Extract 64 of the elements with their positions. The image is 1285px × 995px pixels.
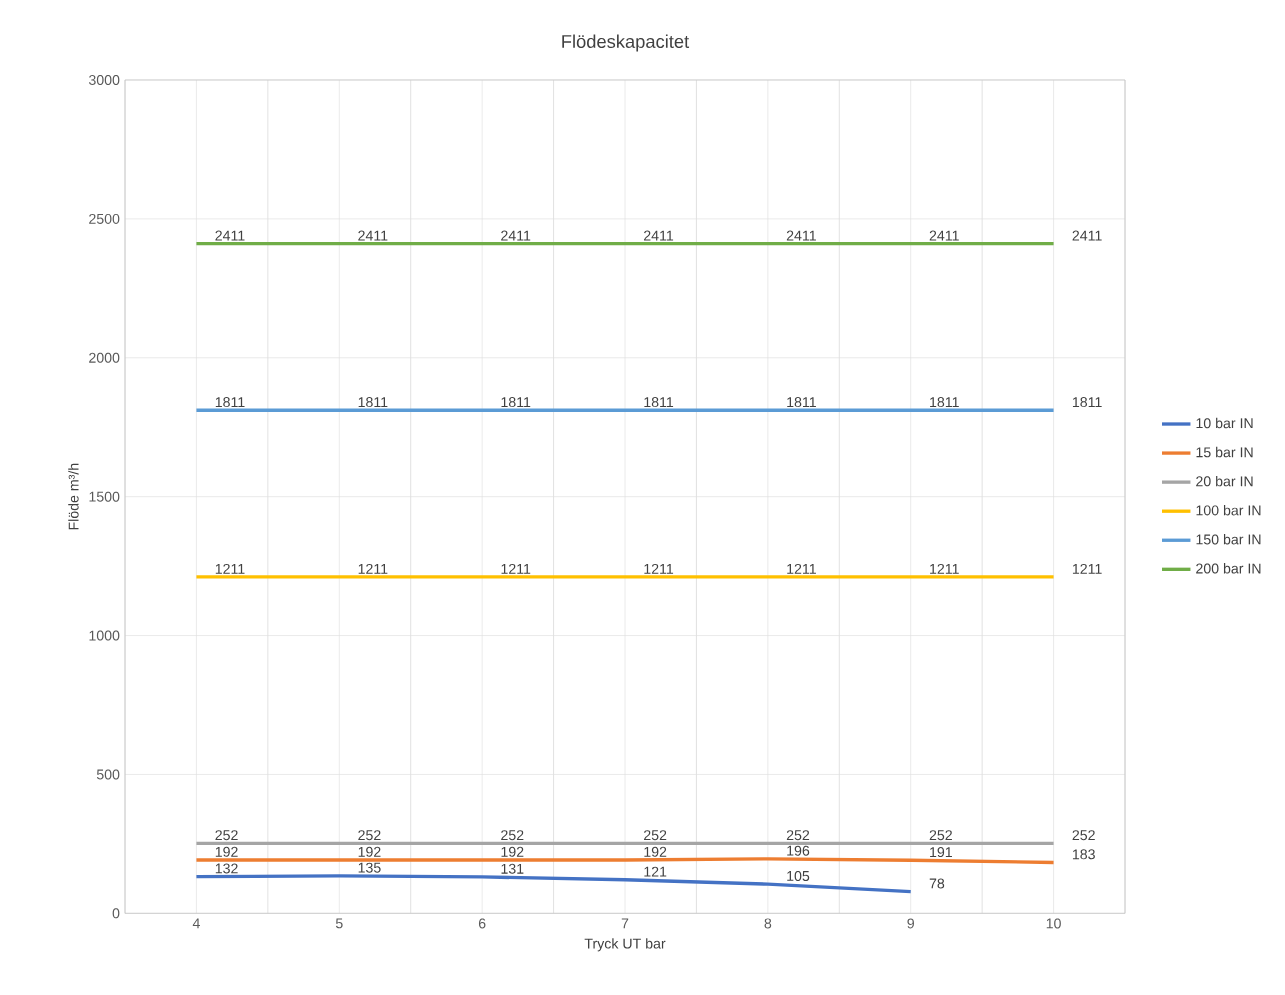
data-label: 252: [929, 830, 952, 841]
data-label: 2411: [786, 230, 816, 241]
data-label: 1811: [358, 397, 388, 408]
data-label: 1211: [644, 563, 674, 574]
legend-label: 15 bar IN: [1196, 446, 1253, 458]
data-label: 1811: [1072, 397, 1102, 408]
x-tick-label: 4: [192, 918, 200, 929]
y-tick-label: 2000: [89, 352, 120, 363]
data-label: 1211: [501, 563, 531, 574]
y-tick-label: 1500: [89, 491, 120, 502]
y-tick-label: 500: [96, 769, 120, 780]
y-tick-label: 3000: [88, 74, 120, 85]
data-label: 1811: [930, 397, 959, 408]
legend-label: 150 bar IN: [1196, 534, 1261, 545]
data-label: 1811: [501, 397, 531, 408]
y-tick-label: 2500: [89, 213, 120, 224]
data-label: 1811: [644, 397, 674, 408]
data-label: 192: [215, 846, 238, 857]
data-label: 252: [786, 830, 810, 841]
data-label: 2411: [215, 230, 245, 241]
data-label: 2411: [1072, 230, 1102, 241]
data-label: 78: [929, 878, 945, 889]
legend-label: 10 bar IN: [1196, 417, 1253, 429]
x-tick-label: 5: [335, 918, 343, 929]
data-label: 252: [644, 830, 667, 841]
data-label: 1211: [1072, 563, 1102, 574]
data-label: 252: [358, 830, 381, 841]
data-label: 2411: [644, 230, 674, 241]
data-label: 196: [787, 845, 810, 856]
data-label: 192: [358, 846, 381, 857]
data-label: 1211: [930, 563, 959, 574]
x-tick-label: 10: [1046, 918, 1061, 929]
data-label: 131: [501, 863, 524, 874]
x-tick-label: 6: [478, 918, 486, 929]
data-label: 1211: [787, 563, 816, 574]
data-label: 192: [644, 846, 667, 857]
data-label: 2411: [501, 230, 531, 241]
x-axis-title: Tryck UT bar: [584, 938, 666, 952]
data-label: 2411: [358, 230, 388, 241]
chart-title: Flödeskapacitet: [562, 34, 690, 52]
data-label: 1811: [787, 397, 816, 408]
data-label: 191: [930, 847, 952, 858]
legend-label: 20 bar IN: [1196, 475, 1253, 487]
data-label: 183: [1072, 849, 1095, 860]
legend-label: 100 bar IN: [1196, 504, 1261, 516]
data-label: 2411: [929, 230, 959, 241]
data-label: 1211: [358, 563, 388, 574]
x-tick-label: 9: [907, 918, 914, 929]
data-label: 105: [787, 870, 810, 881]
data-label: 1811: [215, 397, 245, 408]
data-label: 132: [215, 863, 238, 874]
y-tick-label: 1000: [89, 630, 120, 641]
y-tick-label: 0: [112, 908, 120, 919]
data-label: 1211: [215, 563, 245, 574]
x-tick-label: 7: [621, 918, 629, 929]
y-axis-title: Flöde m³/h: [68, 463, 79, 530]
data-label: 135: [358, 862, 381, 873]
x-tick-label: 8: [764, 918, 772, 929]
data-label: 252: [501, 830, 524, 841]
data-label: 192: [501, 846, 524, 857]
legend-label: 200 bar IN: [1196, 563, 1261, 574]
data-label: 252: [1072, 830, 1095, 841]
data-label: 121: [644, 866, 667, 877]
data-label: 252: [215, 830, 238, 841]
